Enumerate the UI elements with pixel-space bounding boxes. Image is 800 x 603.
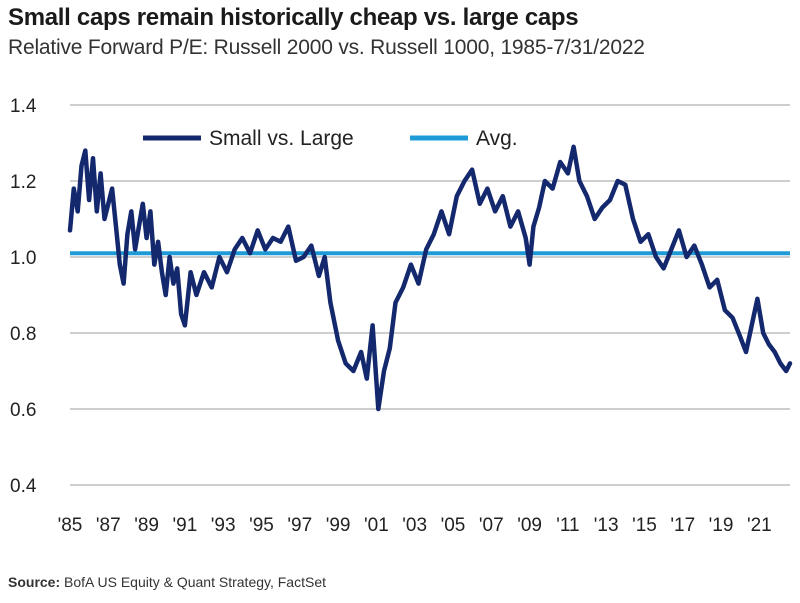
x-tick-label-13: '11 (556, 515, 579, 536)
x-axis-ticks: '85 '87 '89 '91 '93 '95 '97 '99 '01 '03 '05 '07 '09 '… (58, 515, 772, 536)
chart-title: Small caps remain historically cheap vs.… (8, 4, 579, 31)
x-tick-label-7: '99 (326, 515, 351, 536)
y-tick-label-3: 1.0 (10, 248, 36, 269)
x-tick-label-3: '91 (173, 515, 198, 536)
y-tick-label-5: 1.4 (10, 96, 37, 117)
x-tick-label-0: '85 (58, 515, 83, 536)
x-tick-label-8: '01 (364, 515, 389, 536)
x-tick-label-4: '93 (211, 515, 236, 536)
source-label: Source: (8, 574, 61, 590)
x-tick-label-6: '97 (287, 515, 312, 536)
x-tick-label-9: '03 (402, 515, 427, 536)
y-tick-label-4: 1.2 (10, 172, 36, 193)
x-tick-label-11: '07 (479, 515, 504, 536)
x-tick-label-15: '15 (632, 515, 657, 536)
x-tick-label-17: '19 (709, 515, 734, 536)
y-tick-label-1: 0.6 (10, 400, 36, 421)
x-tick-label-14: '13 (594, 515, 619, 536)
series-line-small-vs-large (67, 144, 793, 412)
x-tick-label-18: '21 (747, 515, 772, 536)
legend: Small vs. Large Avg. (143, 127, 518, 150)
source-note: Source: BofA US Equity & Quant Strategy,… (8, 574, 326, 590)
legend-item-avg-label: Avg. (476, 127, 518, 150)
chart-subtitle: Relative Forward P/E: Russell 2000 vs. R… (8, 36, 645, 59)
x-tick-label-5: '95 (249, 515, 274, 536)
x-tick-label-10: '05 (441, 515, 466, 536)
y-tick-label-2: 0.8 (10, 324, 36, 345)
x-tick-label-12: '09 (517, 515, 542, 536)
y-axis-ticks: 0.4 0.6 0.8 1.0 1.2 1.4 (10, 96, 37, 497)
y-tick-label-0: 0.4 (10, 476, 37, 497)
x-tick-label-2: '89 (134, 515, 159, 536)
x-tick-label-16: '17 (670, 515, 695, 536)
series-group (67, 144, 793, 412)
x-tick-label-1: '87 (96, 515, 121, 536)
legend-item-small-vs-large-label: Small vs. Large (209, 127, 354, 150)
source-text: BofA US Equity & Quant Strategy, FactSet (64, 574, 326, 590)
